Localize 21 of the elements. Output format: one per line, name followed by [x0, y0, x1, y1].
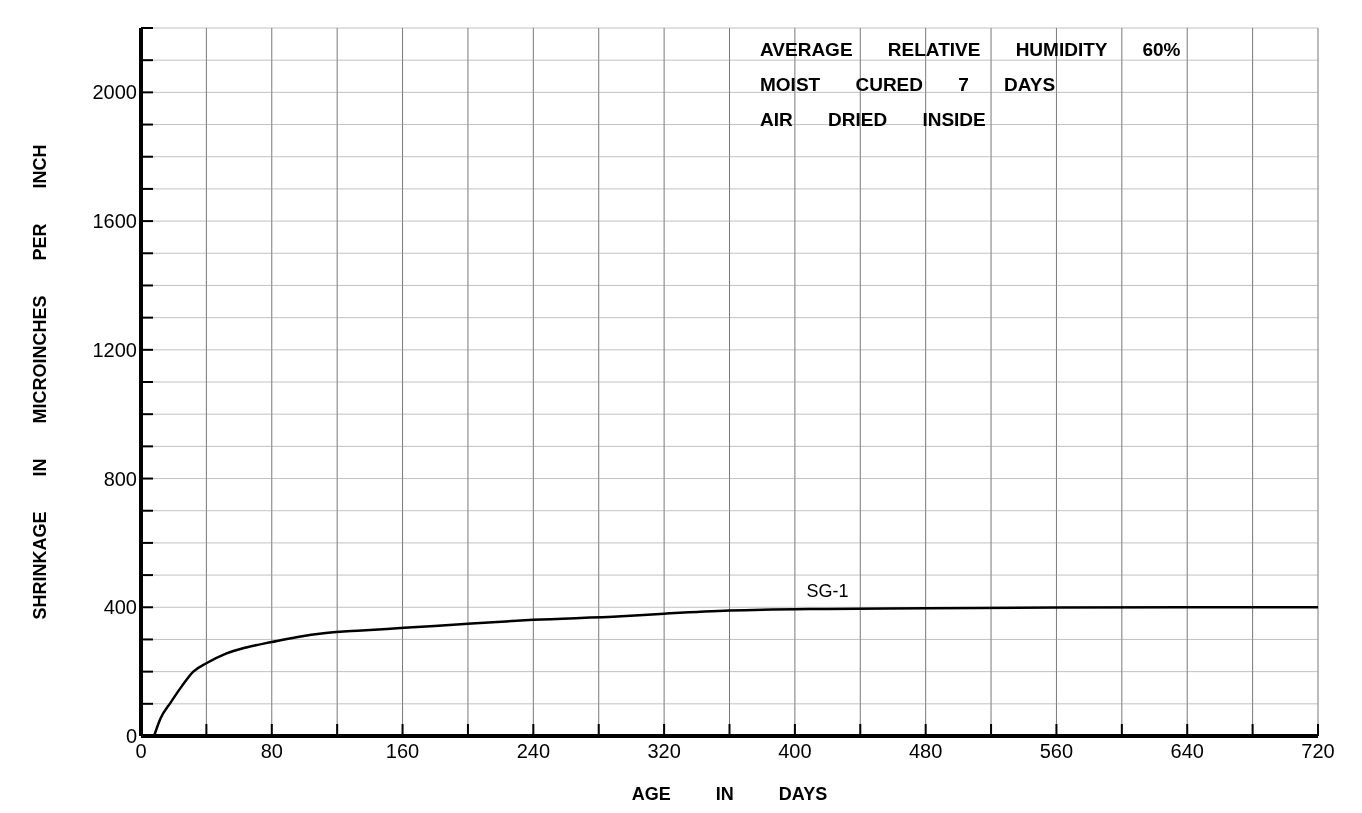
y-tick-label: 1600	[92, 210, 137, 233]
x-tick-label: 80	[260, 740, 283, 762]
annotation: AVERAGE RELATIVE HUMIDITY 60%	[760, 39, 1181, 60]
x-tick-label: 320	[647, 740, 681, 762]
x-tick-label: 240	[516, 740, 551, 762]
y-tick-label: 400	[103, 596, 137, 619]
y-tick-label: 2000	[92, 81, 137, 104]
annotation: AIR DRIED INSIDE	[760, 109, 986, 130]
y-axis-title: SHRINKAGE IN MICROINCHES PER INCH	[30, 144, 50, 620]
x-tick-label: 400	[778, 740, 812, 762]
x-tick-label: 160	[385, 740, 420, 762]
x-axis-title: AGE IN DAYS	[631, 784, 828, 804]
y-tick-label: 0	[125, 725, 137, 747]
annotation: MOIST CURED 7 DAYS	[760, 74, 1056, 95]
series-label: SG-1	[806, 580, 849, 601]
y-tick-label: 800	[103, 467, 137, 490]
x-tick-label: 720	[1301, 740, 1335, 762]
x-tick-label: 480	[908, 740, 943, 762]
y-tick-label: 1200	[92, 338, 137, 361]
x-tick-label: 560	[1039, 740, 1074, 762]
x-tick-label: 640	[1170, 740, 1204, 762]
